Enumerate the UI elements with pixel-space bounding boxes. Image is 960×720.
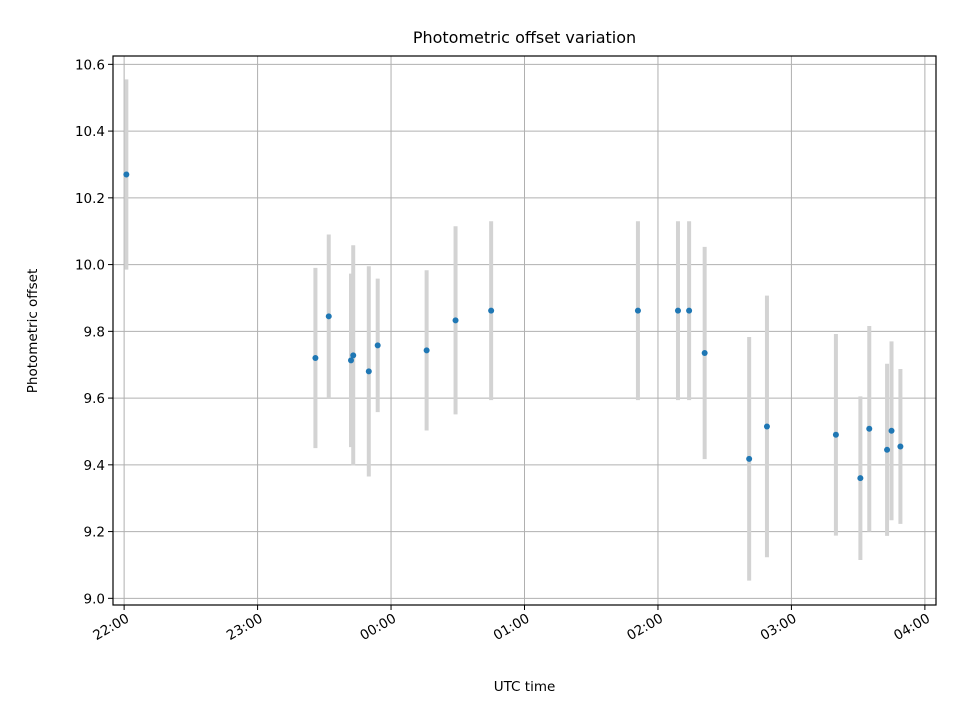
data-point bbox=[325, 313, 332, 320]
x-tick-label: 02:00 bbox=[624, 611, 666, 644]
data-point bbox=[888, 427, 895, 434]
data-point bbox=[374, 342, 381, 349]
y-tick-label: 9.8 bbox=[84, 324, 105, 340]
x-tick-label: 22:00 bbox=[90, 611, 132, 644]
data-point bbox=[866, 425, 873, 432]
y-tick-label: 9.0 bbox=[84, 591, 105, 607]
x-tick-label: 00:00 bbox=[357, 611, 399, 644]
data-points bbox=[123, 171, 904, 482]
chart-title: Photometric offset variation bbox=[413, 28, 636, 47]
x-tick-label: 04:00 bbox=[891, 611, 933, 644]
data-point bbox=[452, 317, 459, 324]
data-point bbox=[832, 431, 839, 438]
x-tick-label: 23:00 bbox=[224, 611, 266, 644]
data-point bbox=[674, 307, 681, 314]
y-tick-label: 10.0 bbox=[75, 258, 105, 274]
y-tick-label: 10.4 bbox=[75, 124, 105, 140]
data-point bbox=[348, 357, 355, 364]
x-tick-label: 03:00 bbox=[758, 611, 800, 644]
data-point bbox=[686, 307, 693, 314]
data-point bbox=[897, 443, 904, 450]
data-point bbox=[350, 352, 357, 359]
y-tick-label: 10.2 bbox=[75, 191, 105, 207]
data-point bbox=[746, 455, 753, 462]
data-point bbox=[488, 307, 495, 314]
data-point bbox=[884, 446, 891, 453]
x-axis-label: UTC time bbox=[494, 679, 556, 695]
y-axis-label: Photometric offset bbox=[25, 269, 41, 393]
y-tick-label: 9.6 bbox=[84, 391, 105, 407]
data-point bbox=[312, 355, 319, 362]
y-tick-label: 9.4 bbox=[84, 458, 105, 474]
data-point bbox=[123, 171, 130, 178]
data-point bbox=[857, 475, 864, 482]
data-point bbox=[763, 423, 770, 430]
data-point bbox=[423, 347, 430, 354]
grid-lines bbox=[113, 56, 936, 605]
x-tick-label: 01:00 bbox=[491, 611, 533, 644]
data-point bbox=[701, 350, 708, 357]
error-bars bbox=[124, 79, 903, 581]
data-point bbox=[365, 368, 372, 375]
y-tick-label: 10.6 bbox=[75, 57, 105, 73]
y-tick-label: 9.2 bbox=[84, 525, 105, 541]
data-point bbox=[634, 307, 641, 314]
x-axis-ticks: 22:00 23:00 00:00 01:00 02:00 03:00 04:00 bbox=[90, 605, 933, 644]
y-axis-ticks: 9.0 9.2 9.4 9.6 9.8 10.0 10.2 10.4 10.6 bbox=[75, 57, 113, 607]
